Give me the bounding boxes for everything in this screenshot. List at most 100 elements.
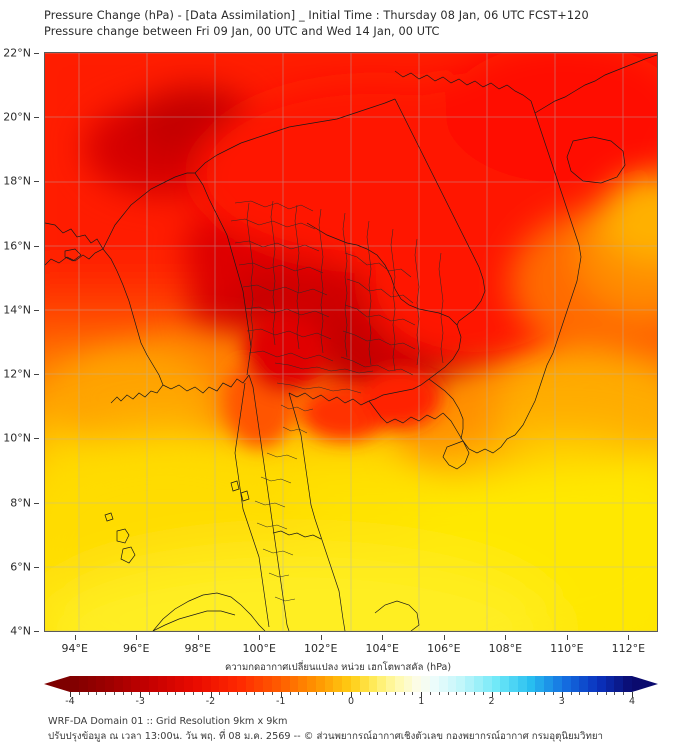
- colorbar-cell: [526, 676, 536, 692]
- y-tick-mark: [34, 181, 39, 183]
- colorbar-cell: [131, 676, 141, 692]
- colorbar-cell: [456, 676, 466, 692]
- colorbar-cell: [333, 676, 343, 692]
- x-tick-mark: [197, 635, 199, 640]
- colorbar-cell: [219, 676, 229, 692]
- colorbar-minor-tick: [157, 692, 159, 695]
- colorbar-minor-tick: [500, 692, 502, 695]
- colorbar-minor-tick: [236, 692, 238, 695]
- colorbar-minor-tick: [456, 692, 458, 695]
- colorbar-cell: [228, 676, 237, 692]
- colorbar-minor-tick: [219, 692, 221, 695]
- chart-title-block: Pressure Change (hPa) - [Data Assimilati…: [44, 8, 664, 40]
- colorbar-minor-tick: [201, 692, 203, 695]
- colorbar-minor-tick: [271, 692, 273, 695]
- colorbar-cell: [149, 676, 158, 692]
- colorbar-minor-tick: [552, 692, 554, 695]
- colorbar-cell: [166, 676, 176, 692]
- colorbar-ticks: [70, 692, 633, 706]
- colorbar-label: 0: [347, 696, 355, 707]
- colorbar-cell: [473, 676, 483, 692]
- colorbar-cell: [623, 676, 632, 692]
- colorbar-cell: [588, 676, 597, 692]
- colorbar-minor-tick: [544, 692, 546, 695]
- x-tick-label: 96°E: [123, 642, 150, 655]
- x-tick-label: 112°E: [611, 642, 646, 655]
- x-tick-label: 94°E: [61, 642, 88, 655]
- colorbar-cell: [491, 676, 501, 692]
- colorbar-minor-tick: [526, 692, 528, 695]
- y-tick-mark: [34, 374, 39, 376]
- colorbar-cell: [544, 676, 553, 692]
- colorbar-cell: [368, 676, 378, 692]
- colorbar-cell: [245, 676, 255, 692]
- colorbar-label: -2: [205, 696, 216, 707]
- colorbar-cell: [465, 676, 474, 692]
- colorbar-cell: [517, 676, 527, 692]
- colorbar-cell: [570, 676, 580, 692]
- colorbar-cell: [236, 676, 246, 692]
- colorbar-minor-tick: [333, 692, 335, 695]
- colorbar-cell: [579, 676, 589, 692]
- colorbar-minor-tick: [570, 692, 572, 695]
- map-national-borders: [102, 98, 486, 540]
- colorbar-major-tick: [210, 692, 212, 697]
- colorbar-minor-tick: [482, 692, 484, 695]
- x-tick-mark: [505, 635, 507, 640]
- colorbar-minor-tick: [96, 692, 98, 695]
- colorbar-minor-tick: [517, 692, 519, 695]
- colorbar-minor-tick: [192, 692, 194, 695]
- colorbar-tick-labels: -4 -3 -2 -1 0 1 2 3 4: [65, 696, 636, 710]
- colorbar-minor-tick: [623, 692, 625, 695]
- colorbar-cell: [271, 676, 281, 692]
- colorbar-minor-tick: [78, 692, 80, 695]
- colorbar-cell: [210, 676, 220, 692]
- colorbar-cell: [70, 676, 79, 692]
- y-tick-label: 22°N: [3, 46, 31, 60]
- colorbar-cell: [535, 676, 545, 692]
- x-tick-mark: [382, 635, 384, 640]
- colorbar-cell: [605, 676, 615, 692]
- colorbar-minor-tick: [166, 692, 168, 695]
- x-axis-labels: 94°E 96°E 98°E 100°E 102°E 104°E 106°E 108°E 110…: [44, 635, 658, 655]
- colorbar-cell: [500, 676, 510, 692]
- colorbar-cell: [315, 676, 325, 692]
- colorbar-minor-tick: [447, 692, 449, 695]
- y-tick-mark: [34, 631, 39, 632]
- colorbar-cell: [201, 676, 211, 692]
- colorbar-minor-tick: [228, 692, 230, 695]
- colorbar-cell: [157, 676, 167, 692]
- y-tick-mark: [34, 117, 39, 119]
- x-tick-mark: [628, 635, 630, 640]
- colorbar-minor-tick: [113, 692, 115, 695]
- x-tick-mark: [443, 635, 445, 640]
- colorbar-minor-tick: [386, 692, 388, 695]
- colorbar-minor-tick: [509, 692, 511, 695]
- colorbar-cell: [122, 676, 132, 692]
- colorbar-minor-tick: [342, 692, 344, 695]
- colorbar-cell: [192, 676, 202, 692]
- colorbar-minor-tick: [122, 692, 124, 695]
- colorbar-label: 1: [418, 696, 425, 707]
- colorbar-minor-tick: [105, 692, 107, 695]
- map-canvas: [45, 53, 657, 631]
- colorbar-minor-tick: [412, 692, 414, 695]
- y-tick-mark: [34, 309, 39, 311]
- colorbar-major-tick: [351, 692, 352, 697]
- colorbar-label: -4: [65, 696, 75, 707]
- y-tick-label: 8°N: [10, 496, 31, 510]
- colorbar-cell: [377, 676, 387, 692]
- colorbar-label: 4: [628, 696, 636, 707]
- colorbar-major-tick: [70, 692, 71, 697]
- colorbar-minor-tick: [535, 692, 537, 695]
- map-plot-area: [44, 52, 658, 632]
- y-tick-mark: [34, 502, 39, 504]
- x-tick-mark: [74, 635, 76, 640]
- colorbar-cell: [87, 676, 97, 692]
- colorbar-low-arrow: [44, 676, 70, 692]
- colorbar-cell: [421, 676, 431, 692]
- y-tick-mark: [34, 566, 39, 568]
- x-tick-label: 106°E: [427, 642, 461, 655]
- colorbar-label: 3: [558, 696, 565, 707]
- footer-agency-info: ปรับปรุงข้อมูล ณ เวลา 13:00น. วัน พฤ. ที…: [48, 731, 603, 742]
